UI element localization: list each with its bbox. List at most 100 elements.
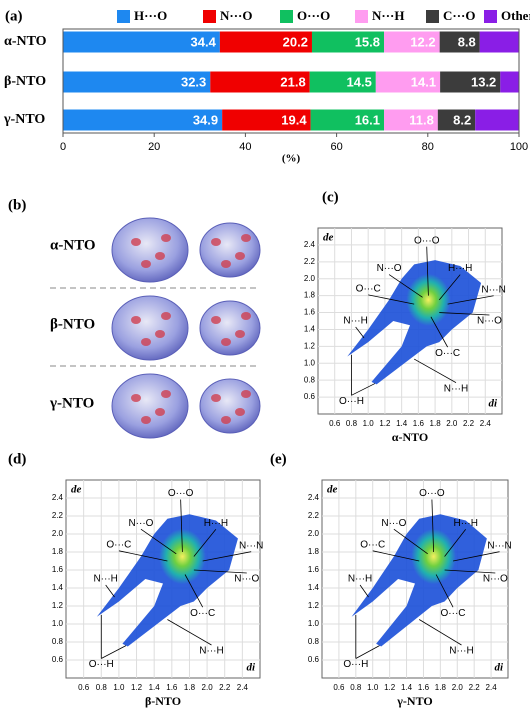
legend-label: O···O (297, 8, 330, 23)
y-tick-label: 1.2 (52, 601, 64, 610)
annotation: N···H (199, 646, 223, 657)
contact-spot (221, 338, 231, 346)
y-tick-label: 1.2 (304, 341, 316, 350)
annotation: O···H (89, 659, 114, 670)
legend-swatch (203, 10, 216, 23)
contact-spot (235, 408, 245, 416)
category-label: γ-NTO (3, 112, 45, 127)
x-tick-label: 2.4 (480, 419, 492, 428)
surface (112, 374, 188, 438)
x-tick-label: 100 (510, 141, 528, 153)
axis-label: de (71, 484, 82, 496)
value-label: 34.4 (191, 34, 217, 49)
y-tick-label: 1.4 (304, 325, 316, 334)
contact-spot (131, 316, 141, 324)
annotation: N···H (343, 316, 367, 327)
annotation: N···H (449, 646, 473, 657)
value-label: 21.8 (280, 74, 305, 89)
value-label: 14.1 (411, 74, 436, 89)
y-tick-label: 2.2 (304, 257, 316, 266)
x-tick-label: 1.6 (413, 419, 425, 428)
x-tick-label: 1.8 (435, 683, 447, 692)
axis-label: di (494, 662, 504, 674)
y-tick-label: 1.6 (52, 565, 64, 574)
annotation: N···O (381, 518, 406, 529)
y-tick-label: 2.4 (308, 493, 320, 502)
contact-spot (161, 234, 171, 242)
value-label: 11.8 (409, 112, 434, 127)
contact-spot (221, 416, 231, 424)
legend-label: Others (501, 8, 530, 23)
annotation: H···H (448, 263, 472, 274)
x-tick-label: 2.2 (469, 683, 481, 692)
x-tick-label: 40 (239, 141, 251, 153)
value-label: 12.2 (410, 34, 435, 49)
panel-label: (c) (322, 189, 339, 205)
annotation: O···C (190, 608, 215, 619)
annotation: O···O (419, 488, 445, 499)
bar-segment (500, 72, 519, 93)
x-tick-label: 60 (330, 141, 342, 153)
value-label: 14.5 (347, 74, 372, 89)
value-label: 19.4 (281, 112, 307, 127)
value-label: 32.3 (181, 74, 206, 89)
contact-spot (155, 252, 165, 260)
y-tick-label: 0.8 (52, 637, 64, 646)
x-tick-label: 1.0 (367, 683, 379, 692)
figure: (b) α-NTO β-NTO γ-NTO (a)H···ON···OO···O… (0, 0, 530, 718)
x-tick-label: 20 (148, 141, 160, 153)
x-tick-label: 0.8 (350, 683, 362, 692)
annotation: N···H (93, 574, 117, 585)
axis-label: di (488, 398, 498, 410)
annotation: N···O (483, 574, 508, 585)
contact-spot (141, 260, 151, 268)
annotation: O···C (106, 539, 131, 550)
contact-spot (235, 330, 245, 338)
panel-label: (d) (8, 451, 26, 467)
contact-spot (221, 260, 231, 268)
x-tick-label: 1.2 (384, 683, 396, 692)
contact-spot (235, 252, 245, 260)
density-core (411, 529, 456, 584)
y-tick-label: 1.0 (52, 619, 64, 628)
x-tick-label: 1.4 (401, 683, 413, 692)
annotation: N···O (234, 574, 259, 585)
legend-label: N···O (220, 8, 253, 23)
value-label: 13.2 (471, 74, 496, 89)
legend-swatch (426, 10, 439, 23)
x-tick-label: 1.6 (418, 683, 430, 692)
category-label: α-NTO (4, 34, 47, 49)
annotation: O···O (168, 488, 194, 499)
x-tick-label: 2.0 (202, 683, 214, 692)
x-tick-label: 2.0 (446, 419, 458, 428)
x-tick-label: 0.8 (96, 683, 108, 692)
x-tick-label: 80 (422, 141, 434, 153)
y-tick-label: 0.6 (304, 392, 316, 401)
axis-label: de (323, 232, 334, 244)
annotation: N···N (239, 540, 263, 551)
legend-swatch (355, 10, 368, 23)
surfaces-panel: (b) α-NTO β-NTO γ-NTO (8, 197, 260, 438)
chart-title: β-NTO (145, 694, 181, 708)
x-tick-label: 2.2 (463, 419, 475, 428)
annotation: O···C (360, 539, 385, 550)
y-tick-label: 0.6 (52, 655, 64, 664)
y-tick-label: 2.2 (52, 511, 64, 520)
contact-spot (161, 390, 171, 398)
x-tick-label: 0.8 (346, 419, 358, 428)
panel-label: (b) (8, 197, 26, 213)
annotation: O···C (441, 608, 466, 619)
value-label: 8.2 (453, 112, 471, 127)
axis-label: de (327, 484, 338, 496)
chart-title: γ-NTO (396, 694, 432, 708)
category-label: β-NTO (4, 74, 46, 89)
contact-spot (241, 312, 251, 320)
annotation: N···H (348, 574, 372, 585)
y-tick-label: 2.4 (304, 240, 316, 249)
value-label: 15.8 (355, 34, 380, 49)
y-tick-label: 1.6 (308, 565, 320, 574)
fingerprint-panel: (d)0.60.81.01.21.41.61.82.02.22.40.60.81… (8, 451, 263, 707)
annotation: O···H (343, 659, 368, 670)
legend-label: C···O (443, 8, 476, 23)
